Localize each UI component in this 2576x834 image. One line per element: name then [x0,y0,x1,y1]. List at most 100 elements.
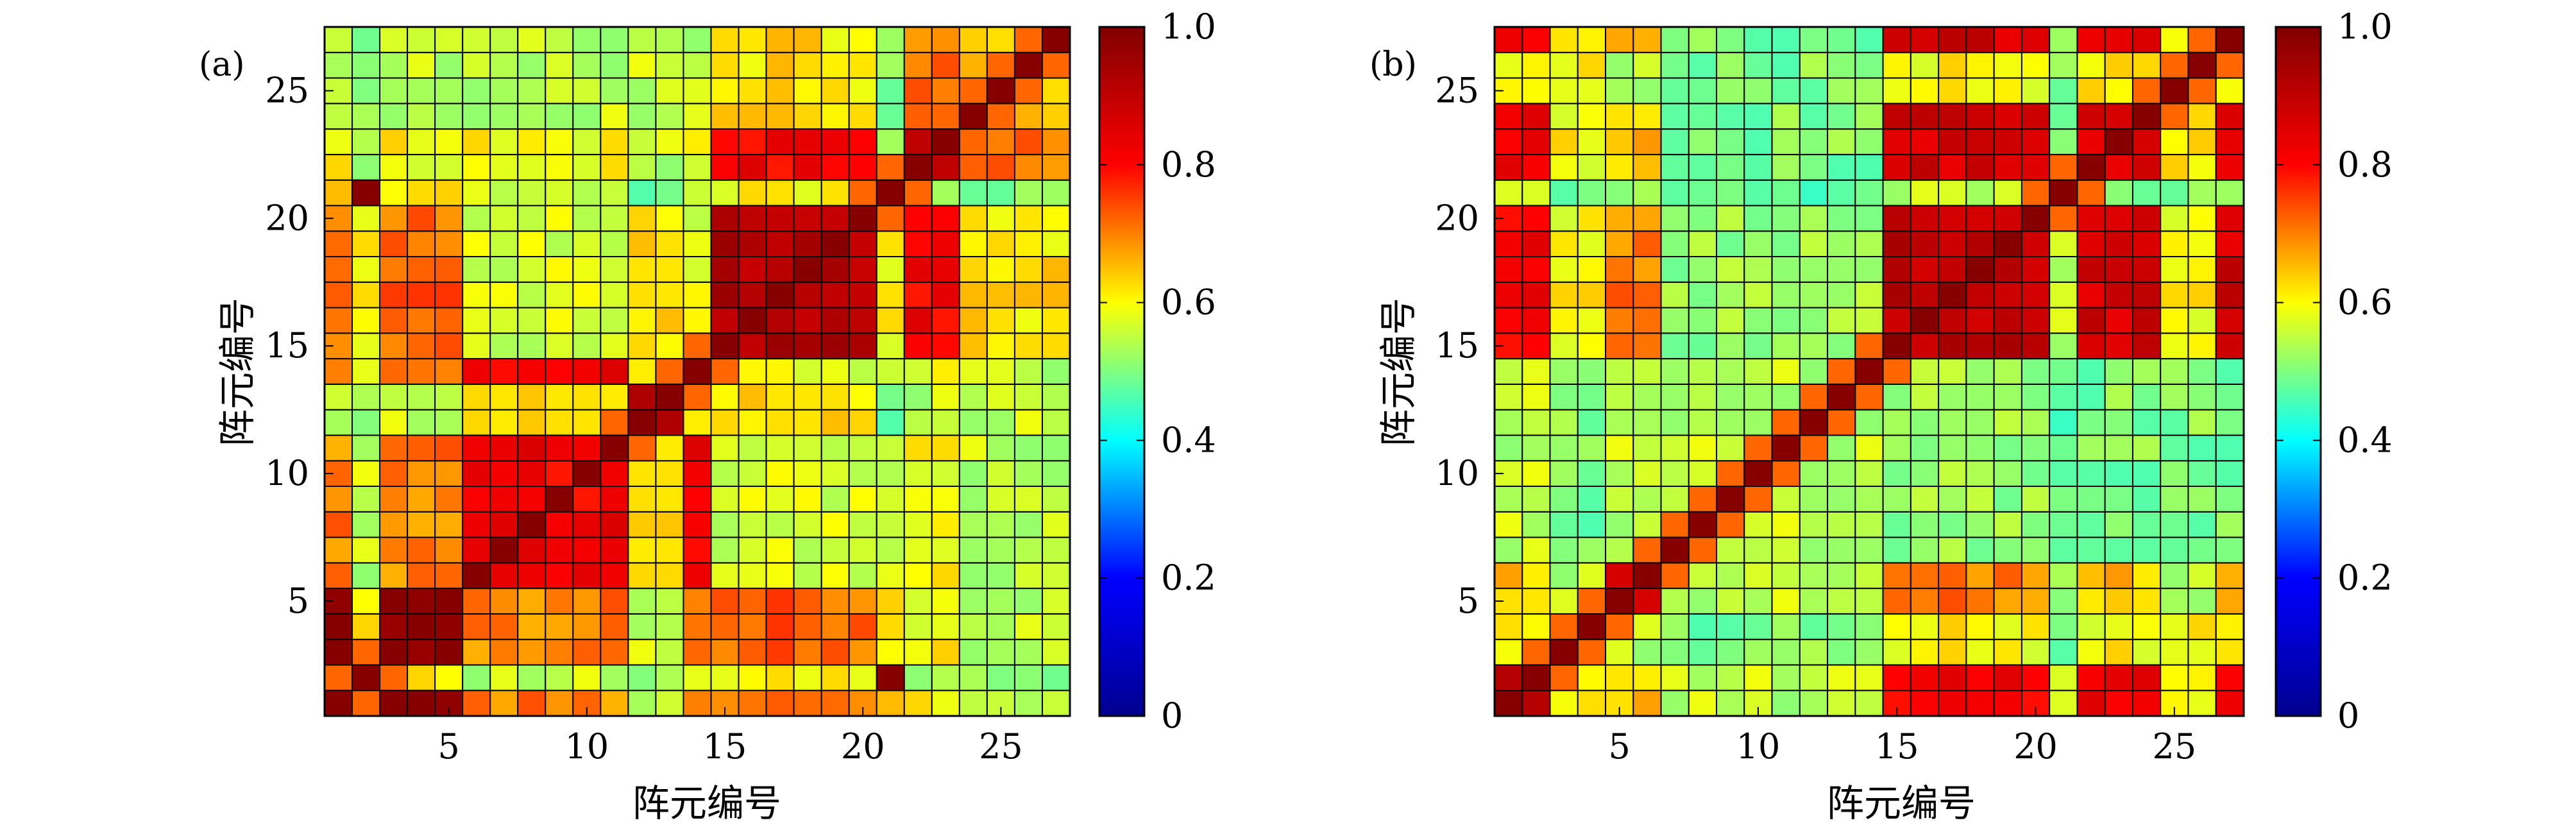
heatmap-cell [986,536,1015,564]
heatmap-cell [1521,307,1551,334]
heatmap-cell [1716,638,1745,666]
heatmap-cell [1521,409,1551,436]
heatmap-cell [958,77,988,105]
heatmap-cell [545,256,574,283]
heatmap-cell [1013,205,1043,232]
heatmap-cell [379,613,409,640]
heatmap-cell [848,486,877,513]
heatmap-cell [1938,460,1967,487]
heatmap-cell [1688,690,1718,717]
x-tick-label: 5 [437,726,459,767]
heatmap-cell [324,511,353,538]
heatmap-cell [1799,128,1829,155]
heatmap-cell [1688,460,1718,487]
heatmap-cell [1827,383,1856,411]
heatmap-cell [655,638,684,666]
heatmap-cell [434,128,464,155]
heatmap-cell [1799,383,1829,411]
heatmap-cell [1041,562,1071,590]
colorbar-tick-label: 1.0 [2337,6,2393,47]
heatmap-cell [903,256,933,283]
heatmap-cell [793,536,822,564]
heatmap-cell [1827,690,1856,717]
heatmap-cell [2021,153,2051,181]
heatmap-cell [2160,358,2189,385]
heatmap-cell [1013,358,1043,385]
heatmap-cell [489,281,519,309]
heatmap-cell [876,358,905,385]
heatmap-cell [1910,536,1940,564]
heatmap-cell [1521,256,1551,283]
heatmap-cell [2160,562,2189,590]
heatmap-cell [379,332,409,360]
heatmap-cell [1771,434,1801,462]
heatmap-cell [1632,486,1662,513]
heatmap-cell [1882,588,1911,615]
heatmap-cell [545,486,574,513]
heatmap-cell [324,103,353,130]
heatmap-cell [1910,332,1940,360]
heatmap-cell [2160,205,2189,232]
heatmap-cell [407,409,436,436]
heatmap-cell [793,307,822,334]
heatmap-cell [2131,256,2162,283]
heatmap-cell [2104,77,2133,105]
heatmap-cell [434,307,464,334]
heatmap-cell [517,486,547,513]
heatmap-cell [1827,205,1856,232]
heatmap-cell [379,562,409,590]
heatmap-cell [1716,103,1745,130]
heatmap-cell [489,460,519,487]
heatmap-cell [765,613,795,640]
heatmap-cell [379,26,409,53]
heatmap-cell [2104,103,2133,130]
heatmap-cell [572,383,602,411]
heatmap-cell [1799,103,1829,130]
heatmap-cell [1605,205,1634,232]
heatmap-cell [1938,205,1967,232]
heatmap-cell [1605,588,1634,615]
heatmap-cell [1660,103,1690,130]
heatmap-cell [738,409,767,436]
heatmap-cell [1827,230,1856,257]
y-axis-label: 阵元编号 [216,298,259,447]
heatmap-cell [1660,638,1690,666]
heatmap-cell [820,77,850,105]
heatmap-cell [1882,409,1911,436]
heatmap-cell [1605,638,1634,666]
heatmap-cell [1854,179,1884,207]
heatmap-cell [820,230,850,257]
heatmap-cell [1521,638,1551,666]
heatmap-cell [2076,256,2106,283]
heatmap-cell [1827,613,1856,640]
heatmap-cell [462,434,491,462]
heatmap-cell [2131,434,2162,462]
heatmap-cell [2187,664,2217,692]
heatmap-cell [324,638,353,666]
heatmap-cell [958,613,988,640]
heatmap-cell [545,536,574,564]
heatmap-cell [1882,230,1911,257]
heatmap-cell [1910,128,1940,155]
heatmap-cell [793,26,822,53]
heatmap-cell [2076,409,2106,436]
heatmap-cell [434,26,464,53]
heatmap-cell [545,588,574,615]
heatmap-cell [379,128,409,155]
heatmap-cell [1549,281,1579,309]
heatmap-cell [1549,638,1579,666]
heatmap-cell [1605,486,1634,513]
heatmap-cell [876,307,905,334]
heatmap-cell [2049,383,2078,411]
heatmap-cell [903,434,933,462]
heatmap-cell [1827,179,1856,207]
heatmap-cell [2215,26,2244,53]
heatmap-cell [876,103,905,130]
heatmap-cell [1993,332,2022,360]
heatmap-cell [545,26,574,53]
heatmap-cell [489,103,519,130]
heatmap-cell [1688,281,1718,309]
heatmap-cell [1993,153,2022,181]
heatmap-cell [848,51,877,79]
heatmap-cell [324,664,353,692]
